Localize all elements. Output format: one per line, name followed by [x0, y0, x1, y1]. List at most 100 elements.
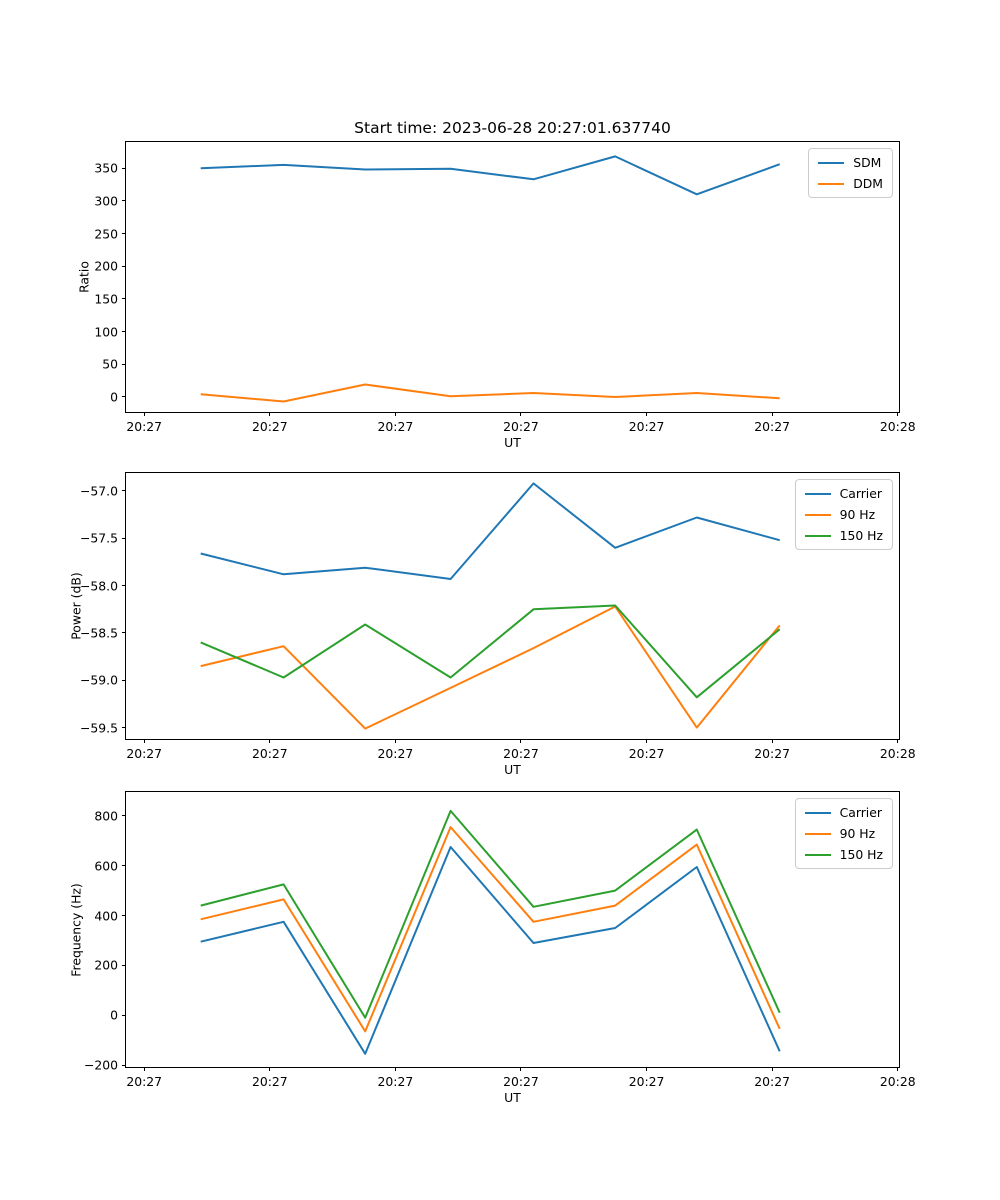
y-tick-label: −58.0	[80, 578, 118, 594]
y-tick-label: 200	[94, 258, 118, 274]
x-axis-label-ut: UT	[504, 1090, 521, 1105]
legend-label: 90 Hz	[839, 507, 876, 522]
legend-line-swatch	[818, 182, 845, 185]
x-tick-mark	[520, 1067, 522, 1071]
y-tick-mark	[122, 490, 126, 492]
y-tick-mark	[122, 233, 126, 235]
x-tick-mark	[897, 412, 899, 416]
y-tick-mark	[122, 679, 126, 681]
y-tick-label: −58.5	[80, 625, 118, 641]
series-line-150-hz	[200, 809, 781, 1019]
y-tick-label: 600	[94, 858, 118, 874]
y-tick-label: −59.5	[80, 720, 118, 736]
x-tick-mark	[771, 1067, 773, 1071]
x-tick-mark	[394, 412, 396, 416]
y-tick-mark	[122, 363, 126, 365]
legend-item: SDM	[818, 155, 883, 170]
x-tick-mark	[394, 739, 396, 743]
x-tick-label: 20:28	[879, 746, 916, 761]
y-tick-label: −200	[83, 1057, 118, 1073]
y-tick-mark	[122, 537, 126, 539]
y-tick-mark	[122, 815, 126, 817]
x-tick-label: 20:27	[251, 1074, 288, 1089]
legend-item: Carrier	[804, 805, 883, 820]
legend-item: 90 Hz	[804, 826, 883, 841]
x-tick-label: 20:27	[377, 419, 414, 434]
legend-item: 90 Hz	[804, 507, 883, 522]
y-tick-mark	[122, 265, 126, 267]
y-tick-mark	[122, 865, 126, 867]
y-tick-label: 250	[94, 226, 118, 242]
x-tick-mark	[143, 739, 145, 743]
y-tick-mark	[122, 167, 126, 169]
legend-label: 150 Hz	[839, 528, 883, 543]
x-tick-mark	[897, 739, 899, 743]
axes-power: Power (dB) UT 20:27 20:27 20:27 20:27 20:27 2…	[69, 472, 916, 777]
y-tick-mark	[122, 727, 126, 729]
legend-line-swatch	[804, 832, 831, 835]
plot-canvas	[200, 482, 781, 730]
x-tick-mark	[269, 412, 271, 416]
x-tick-label: 20:27	[628, 1074, 665, 1089]
x-tick-mark	[269, 1067, 271, 1071]
legend-label: SDM	[853, 155, 882, 170]
x-tick-label: 20:27	[377, 1074, 414, 1089]
legend: Carrier 90 Hz 150 Hz	[794, 479, 893, 550]
y-tick-mark	[122, 1014, 126, 1016]
y-tick-mark	[122, 1064, 126, 1066]
x-tick-label: 20:27	[503, 746, 539, 761]
legend-line-swatch	[818, 161, 845, 164]
x-tick-label: 20:27	[251, 419, 288, 434]
x-tick-mark	[897, 1067, 899, 1071]
y-tick-label: 150	[94, 291, 118, 307]
y-tick-label: 350	[94, 160, 118, 176]
y-tick-label: 0	[110, 389, 118, 405]
y-tick-mark	[122, 632, 126, 634]
plot-canvas	[200, 809, 781, 1055]
x-tick-label: 20:27	[754, 746, 790, 761]
x-tick-label: 20:27	[503, 1074, 539, 1089]
series-line-150-hz	[200, 604, 781, 699]
y-tick-mark	[122, 396, 126, 398]
legend-label: DDM	[853, 176, 883, 191]
legend-line-swatch	[804, 492, 831, 495]
series-line-ddm	[200, 383, 780, 403]
x-tick-mark	[143, 412, 145, 416]
y-tick-label: 800	[94, 808, 118, 824]
x-tick-mark	[520, 739, 522, 743]
x-axis-label-ut: UT	[504, 435, 521, 450]
legend-label: 90 Hz	[839, 826, 876, 841]
x-tick-label: 20:28	[879, 419, 916, 434]
y-tick-mark	[122, 200, 126, 202]
y-tick-label: 50	[102, 356, 118, 372]
y-tick-label: 400	[94, 908, 118, 924]
axes-ratio: Start time: 2023-06-28 20:27:01.637740 R…	[77, 119, 916, 450]
x-tick-label: 20:27	[126, 419, 163, 434]
legend-label: 150 Hz	[839, 847, 883, 862]
y-tick-label: 100	[94, 324, 118, 340]
legend-label: Carrier	[839, 486, 882, 501]
legend-item: 150 Hz	[804, 528, 883, 543]
y-tick-label: 0	[110, 1007, 118, 1023]
legend-line-swatch	[804, 853, 831, 856]
series-line-sdm	[200, 155, 781, 196]
x-tick-label: 20:27	[503, 419, 539, 434]
x-tick-label: 20:28	[879, 1074, 916, 1089]
x-tick-label: 20:27	[126, 1074, 163, 1089]
legend-label: Carrier	[839, 805, 882, 820]
legend-line-swatch	[804, 811, 831, 814]
y-tick-label: −57.5	[80, 530, 118, 546]
y-axis-label-text: Frequency (Hz)	[68, 882, 84, 977]
y-tick-label: 200	[94, 957, 118, 973]
legend-line-swatch	[804, 534, 831, 537]
series-line-carrier	[200, 482, 780, 580]
x-tick-mark	[143, 1067, 145, 1071]
legend-line-swatch	[804, 513, 831, 516]
x-tick-mark	[646, 739, 648, 743]
x-tick-mark	[520, 412, 522, 416]
x-tick-label: 20:27	[377, 746, 414, 761]
legend-item: 150 Hz	[804, 847, 883, 862]
x-tick-label: 20:27	[251, 746, 288, 761]
x-axis-label-ut: UT	[504, 762, 521, 777]
